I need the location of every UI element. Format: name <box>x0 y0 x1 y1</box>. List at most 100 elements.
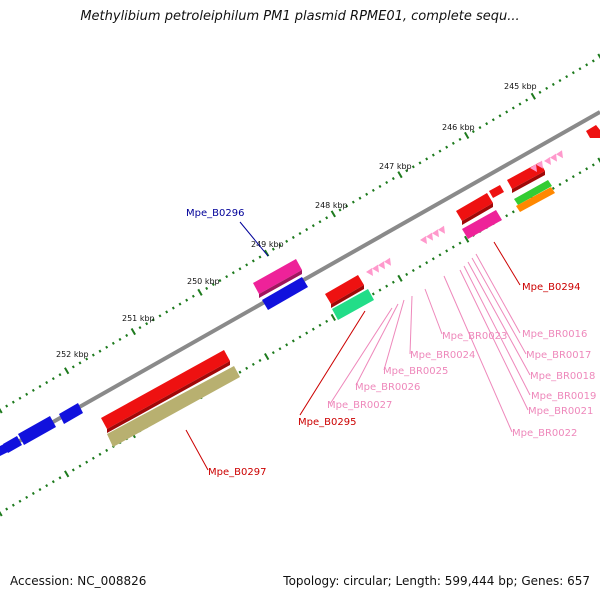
minor-tick <box>471 129 475 134</box>
cds-magenta-1[interactable] <box>253 259 302 298</box>
minor-tick <box>245 366 249 370</box>
cds-red-4[interactable] <box>325 275 364 308</box>
minor-tick <box>105 345 109 349</box>
cds-blue-2[interactable] <box>59 403 83 424</box>
major-tick <box>64 367 70 375</box>
cds-blue-3[interactable] <box>18 416 56 445</box>
major-tick <box>197 288 203 296</box>
major-tick <box>0 408 3 414</box>
minor-tick <box>25 392 29 396</box>
minor-tick <box>278 243 282 247</box>
minor-tick <box>178 302 182 306</box>
cds-red-small-1[interactable] <box>489 185 504 198</box>
major-tick <box>0 511 3 517</box>
major-tick <box>597 157 600 163</box>
label-mpe-b0294[interactable]: Mpe_B0294 <box>522 282 580 293</box>
minor-tick <box>38 487 42 492</box>
label-mpe-br0016[interactable]: Mpe_BR0016 <box>522 329 587 340</box>
cds-orange-1[interactable] <box>516 187 555 212</box>
minor-tick <box>591 163 595 167</box>
minor-tick <box>438 253 442 257</box>
label-mpe-br0021[interactable]: Mpe_BR0021 <box>528 406 593 417</box>
minor-tick <box>365 192 369 196</box>
minor-tick <box>425 157 429 161</box>
minor-tick <box>98 452 102 456</box>
cds-olive-1[interactable] <box>107 366 240 447</box>
repeat-arrow <box>420 236 427 244</box>
minor-tick <box>371 292 375 296</box>
minor-tick <box>71 468 75 472</box>
minor-tick <box>558 78 562 83</box>
minor-tick <box>505 214 509 218</box>
minor-tick <box>571 71 575 75</box>
minor-tick <box>418 161 422 165</box>
minor-tick <box>345 204 349 208</box>
label-mpe-br0023[interactable]: Mpe_BR0023 <box>442 331 507 342</box>
minor-tick <box>231 271 235 275</box>
label-mpe-br0026[interactable]: Mpe_BR0026 <box>355 382 420 393</box>
minor-tick <box>285 343 289 347</box>
cds-red-3[interactable] <box>456 193 493 225</box>
scale-label-250: 250 kbp <box>187 277 220 286</box>
minor-tick <box>585 167 589 171</box>
label-mpe-b0295[interactable]: Mpe_B0295 <box>298 417 356 428</box>
cds-red-5[interactable] <box>101 350 230 433</box>
repeat-arrow <box>432 229 439 238</box>
minor-tick <box>105 448 109 452</box>
minor-tick <box>78 464 82 468</box>
label-mpe-b0296[interactable]: Mpe_B0296 <box>186 208 244 219</box>
minor-tick <box>225 275 229 279</box>
label-mpe-br0017[interactable]: Mpe_BR0017 <box>526 350 591 361</box>
minor-tick <box>31 388 35 392</box>
minor-tick <box>111 341 115 345</box>
minor-tick <box>378 184 382 188</box>
repeat-arrow <box>366 268 373 276</box>
cds-red-1[interactable] <box>586 125 600 138</box>
minor-tick <box>538 90 542 94</box>
minor-tick <box>325 216 329 220</box>
label-mpe-b0297[interactable]: Mpe_B0297 <box>208 467 266 478</box>
cds-green-1[interactable] <box>332 289 374 320</box>
cds-blue-4[interactable] <box>3 436 22 453</box>
repeat-regions <box>366 150 563 276</box>
outer-tick-track <box>0 53 600 414</box>
minor-tick <box>311 327 315 331</box>
label-mpe-br0022[interactable]: Mpe_BR0022 <box>512 428 577 439</box>
minor-tick <box>291 339 295 343</box>
label-mpe-br0019[interactable]: Mpe_BR0019 <box>531 391 596 402</box>
scale-label-251: 251 kbp <box>122 314 155 323</box>
minor-tick <box>425 261 429 265</box>
cds-blue-5[interactable] <box>0 444 8 456</box>
label-mpe-br0024[interactable]: Mpe_BR0024 <box>410 350 475 361</box>
minor-tick <box>251 259 255 263</box>
label-mpe-br0027[interactable]: Mpe_BR0027 <box>327 400 392 411</box>
minor-tick <box>458 137 462 141</box>
major-tick <box>464 131 470 139</box>
cds-magenta-2[interactable] <box>462 210 502 239</box>
minor-tick <box>351 200 355 204</box>
minor-tick <box>45 381 49 385</box>
minor-tick <box>498 114 502 118</box>
minor-tick <box>378 288 382 292</box>
minor-tick <box>578 67 582 71</box>
label-mpe-br0025[interactable]: Mpe_BR0025 <box>383 366 448 377</box>
minor-tick <box>551 82 555 86</box>
minor-tick <box>385 284 389 288</box>
minor-tick <box>525 98 529 102</box>
major-tick <box>130 328 136 336</box>
scale-label-247: 247 kbp <box>379 162 412 171</box>
cds-blue-1[interactable] <box>262 277 308 310</box>
minor-tick <box>251 362 255 366</box>
minor-tick <box>211 282 215 287</box>
scale-label-249: 249 kbp <box>251 240 284 249</box>
minor-tick <box>298 231 302 236</box>
minor-tick <box>58 373 62 377</box>
repeat-arrow <box>550 153 557 162</box>
major-tick <box>330 210 336 218</box>
cds-lime-1[interactable] <box>514 180 552 205</box>
minor-tick <box>551 186 555 190</box>
label-mpe-br0018[interactable]: Mpe_BR0018 <box>530 371 595 382</box>
major-tick <box>530 92 536 100</box>
major-tick <box>397 274 403 282</box>
